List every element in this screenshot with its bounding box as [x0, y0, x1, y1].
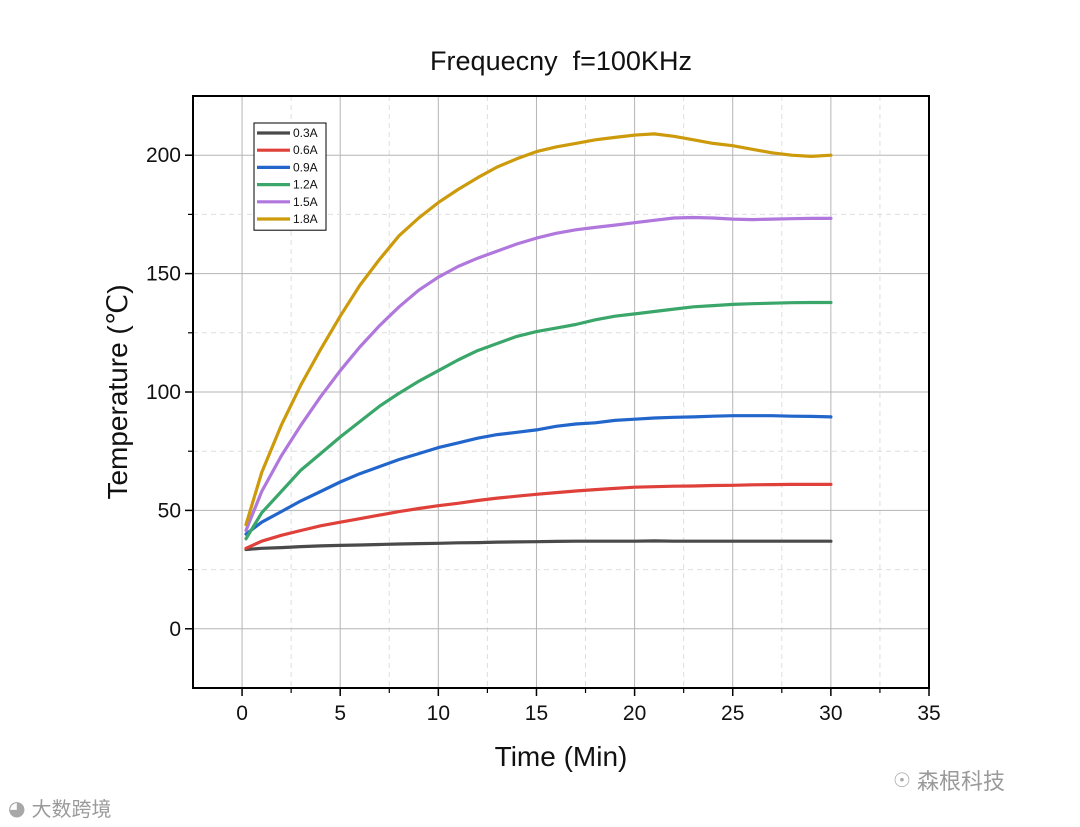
x-tick-label: 0 — [236, 702, 248, 725]
x-tick-label: 20 — [623, 702, 646, 725]
series-line-1.2A — [244, 300, 833, 541]
series-lines — [244, 132, 833, 552]
legend-label: 0.3A — [293, 126, 318, 140]
x-tick-label: 5 — [334, 702, 346, 725]
series-line-1.5A — [244, 215, 833, 533]
series-line-0.3A — [244, 539, 833, 552]
series-line-1.8A — [244, 132, 833, 527]
axis-ticks: 0 5 10 15 20 25 30 35 0 50 100 150 200 — [146, 144, 941, 725]
x-tick-label: 35 — [917, 702, 940, 725]
legend-label: 0.9A — [293, 160, 318, 174]
watermark-left: ◕ 大数跨境 — [8, 793, 111, 822]
y-tick-label: 50 — [158, 499, 181, 522]
legend-label: 0.6A — [293, 143, 318, 157]
y-tick-label: 150 — [146, 263, 181, 286]
x-tick-label: 15 — [525, 702, 548, 725]
watermark-right: ☉ 森根科技 — [893, 764, 1005, 796]
watermark-right-text: 森根科技 — [916, 770, 1005, 795]
y-tick-label: 200 — [146, 144, 181, 167]
y-tick-label: 100 — [146, 381, 181, 404]
y-tick-label: 0 — [169, 618, 181, 641]
x-tick-label: 10 — [427, 702, 450, 725]
chart-title: Frequecny f=100KHz — [430, 46, 692, 76]
legend-box — [253, 122, 327, 231]
watermark-left-text: 大数跨境 — [31, 797, 112, 821]
series-line-0.6A — [244, 482, 833, 550]
x-tick-label: 30 — [819, 702, 842, 725]
y-axis-label: Temperature (℃) — [102, 284, 133, 499]
series-line-0.9A — [244, 414, 833, 536]
x-tick-label: 25 — [721, 702, 744, 725]
legend-label: 1.8A — [293, 212, 318, 226]
legend-label: 1.5A — [293, 195, 318, 209]
legend-label: 1.2A — [293, 178, 318, 192]
weibo-icon: ◕ — [8, 795, 26, 820]
x-axis-label: Time (Min) — [495, 741, 628, 772]
wechat-icon: ☉ — [893, 768, 911, 792]
legend: 0.3A 0.6A 0.9A 1.2A 1.5A 1.8A — [253, 122, 327, 231]
